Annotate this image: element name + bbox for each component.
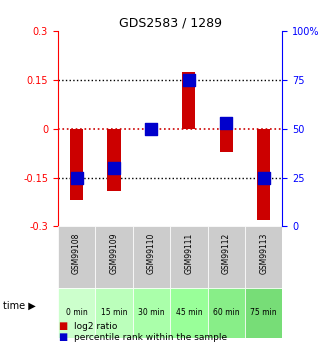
Text: 0 min: 0 min xyxy=(65,308,87,317)
Bar xyxy=(257,129,270,220)
Text: 30 min: 30 min xyxy=(138,308,165,317)
Title: GDS2583 / 1289: GDS2583 / 1289 xyxy=(119,17,221,30)
Bar xyxy=(245,288,282,338)
Text: ■: ■ xyxy=(58,333,67,342)
Point xyxy=(261,175,266,180)
Bar xyxy=(70,129,83,200)
Text: GSM99109: GSM99109 xyxy=(109,233,118,274)
Bar xyxy=(208,288,245,338)
Bar xyxy=(170,226,208,288)
Bar xyxy=(133,226,170,288)
Point xyxy=(149,126,154,131)
Text: percentile rank within the sample: percentile rank within the sample xyxy=(74,333,227,342)
Text: 75 min: 75 min xyxy=(250,308,277,317)
Bar xyxy=(208,226,245,288)
Text: 15 min: 15 min xyxy=(101,308,127,317)
Text: 60 min: 60 min xyxy=(213,308,239,317)
Text: GSM99108: GSM99108 xyxy=(72,233,81,274)
Point xyxy=(111,165,117,170)
Text: time ▶: time ▶ xyxy=(3,300,36,310)
Text: log2 ratio: log2 ratio xyxy=(74,322,117,331)
Bar xyxy=(220,129,233,151)
Bar xyxy=(182,72,195,129)
Text: GSM99111: GSM99111 xyxy=(184,233,193,274)
Text: GSM99113: GSM99113 xyxy=(259,233,268,274)
Bar xyxy=(58,226,95,288)
Text: GSM99112: GSM99112 xyxy=(222,233,231,274)
Point xyxy=(74,175,79,180)
Bar xyxy=(58,288,95,338)
Bar xyxy=(95,288,133,338)
Bar xyxy=(95,226,133,288)
Point xyxy=(186,77,191,83)
Text: GSM99110: GSM99110 xyxy=(147,233,156,274)
Bar xyxy=(245,226,282,288)
Text: ■: ■ xyxy=(58,321,67,331)
Bar xyxy=(170,288,208,338)
Bar xyxy=(133,288,170,338)
Text: 45 min: 45 min xyxy=(176,308,202,317)
Point xyxy=(224,120,229,126)
Bar xyxy=(108,129,120,191)
